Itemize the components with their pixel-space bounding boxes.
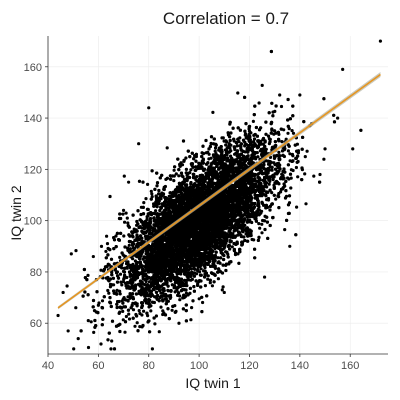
data-point [224,143,228,147]
data-point [197,297,201,301]
data-point [236,91,240,95]
data-point [303,172,307,176]
data-point [199,267,203,271]
data-point [274,197,278,201]
data-point [260,83,264,87]
data-point [124,211,128,215]
data-point [312,174,316,178]
data-point [123,330,127,334]
data-point [296,175,300,179]
data-point [74,306,78,310]
data-point [100,299,105,303]
data-point [189,318,193,322]
data-point [230,245,234,249]
data-point [153,322,157,326]
data-point [286,131,290,135]
data-point [150,347,154,351]
data-point [270,191,274,195]
data-point [150,192,154,196]
chart-title: Correlation = 0.7 [163,9,289,28]
data-point [261,142,265,146]
data-point [115,288,119,292]
data-point [273,109,277,113]
data-point [126,221,130,225]
data-point [147,280,151,284]
data-point [127,243,131,247]
data-point [149,309,153,313]
data-point [251,119,255,123]
data-point [124,314,128,319]
data-point [99,244,104,248]
data-point [305,149,309,153]
data-points [56,39,383,351]
data-point [270,168,274,172]
data-point [99,342,103,346]
data-point [154,209,158,213]
data-point [119,280,123,284]
data-point [150,195,154,199]
data-point [120,283,124,287]
data-point [282,128,286,132]
data-point [149,189,153,193]
data-point [250,237,254,242]
data-point [110,339,114,343]
data-point [74,249,78,253]
data-point [86,345,91,350]
data-point [295,205,299,209]
data-point [142,309,146,313]
data-point [65,284,69,288]
data-point [260,222,264,226]
data-point [165,146,169,150]
data-point [279,104,284,109]
data-point [184,167,188,171]
data-point [216,277,220,281]
data-point [182,177,187,181]
data-point [118,292,122,296]
data-point [99,268,103,272]
data-point [146,182,150,186]
data-point [260,231,264,235]
data-point [206,277,210,281]
data-point [226,156,230,160]
data-point [256,155,260,159]
data-point [280,140,284,144]
data-point [107,291,111,295]
